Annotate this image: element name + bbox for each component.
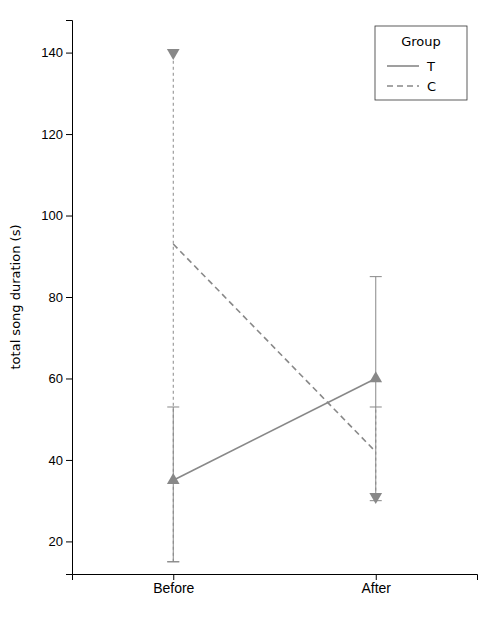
plot: 20 40 60 80 100 120 140 Before After total song d… <box>8 21 478 596</box>
y-tick: 100 <box>41 208 72 223</box>
x-tick: After <box>361 574 391 596</box>
x-axis: Before After <box>73 574 478 596</box>
legend-label: T <box>426 59 435 74</box>
y-tick-mark <box>66 53 72 54</box>
x-tick-label: After <box>361 580 391 596</box>
y-tick-mark <box>66 460 72 461</box>
series-line <box>173 378 376 480</box>
error-cap <box>370 406 382 407</box>
y-tick-label: 120 <box>41 127 63 142</box>
marker <box>369 371 382 382</box>
y-axis: 20 40 60 80 100 120 140 <box>41 21 72 575</box>
y-tick-label: 20 <box>49 534 63 549</box>
y-tick-label: 40 <box>49 453 63 468</box>
series-line <box>173 244 376 452</box>
y-axis-line <box>66 21 73 575</box>
y-tick-mark <box>66 297 72 298</box>
marker <box>167 49 180 60</box>
y-axis-title: total song duration (s) <box>8 225 23 370</box>
error-cap <box>167 406 179 407</box>
y-tick-label: 140 <box>41 45 63 60</box>
legend-label: C <box>427 79 436 94</box>
y-tick-mark <box>66 541 72 542</box>
y-tick: 20 <box>49 534 72 549</box>
error-cap <box>370 276 382 277</box>
y-tick-label: 80 <box>49 290 63 305</box>
error-cap <box>167 561 179 562</box>
x-axis-line <box>73 575 478 581</box>
y-tick: 80 <box>49 290 72 305</box>
y-tick-mark <box>66 216 72 217</box>
y-tick-mark <box>66 134 72 135</box>
legend-box <box>375 26 467 100</box>
legend-swatch <box>387 65 419 67</box>
y-tick: 60 <box>49 371 72 386</box>
y-tick-label: 60 <box>49 371 63 386</box>
y-tick: 40 <box>49 453 72 468</box>
error-cap <box>167 561 179 562</box>
error-bar <box>375 277 376 501</box>
error-bar <box>173 407 174 562</box>
error-bar <box>375 407 376 497</box>
y-tick: 140 <box>41 45 72 60</box>
x-tick: Before <box>153 574 194 596</box>
error-bar <box>173 53 174 562</box>
legend-swatch <box>387 85 419 87</box>
chart: 20 40 60 80 100 120 140 Before After total song d… <box>0 0 497 619</box>
marks <box>167 49 382 562</box>
marker <box>369 493 382 504</box>
legend-title: Group <box>401 34 441 49</box>
x-tick-label: Before <box>153 580 194 596</box>
y-tick-label: 100 <box>41 208 63 223</box>
legend: Group TC <box>375 26 467 100</box>
y-tick: 120 <box>41 127 72 142</box>
y-tick-mark <box>66 378 72 379</box>
